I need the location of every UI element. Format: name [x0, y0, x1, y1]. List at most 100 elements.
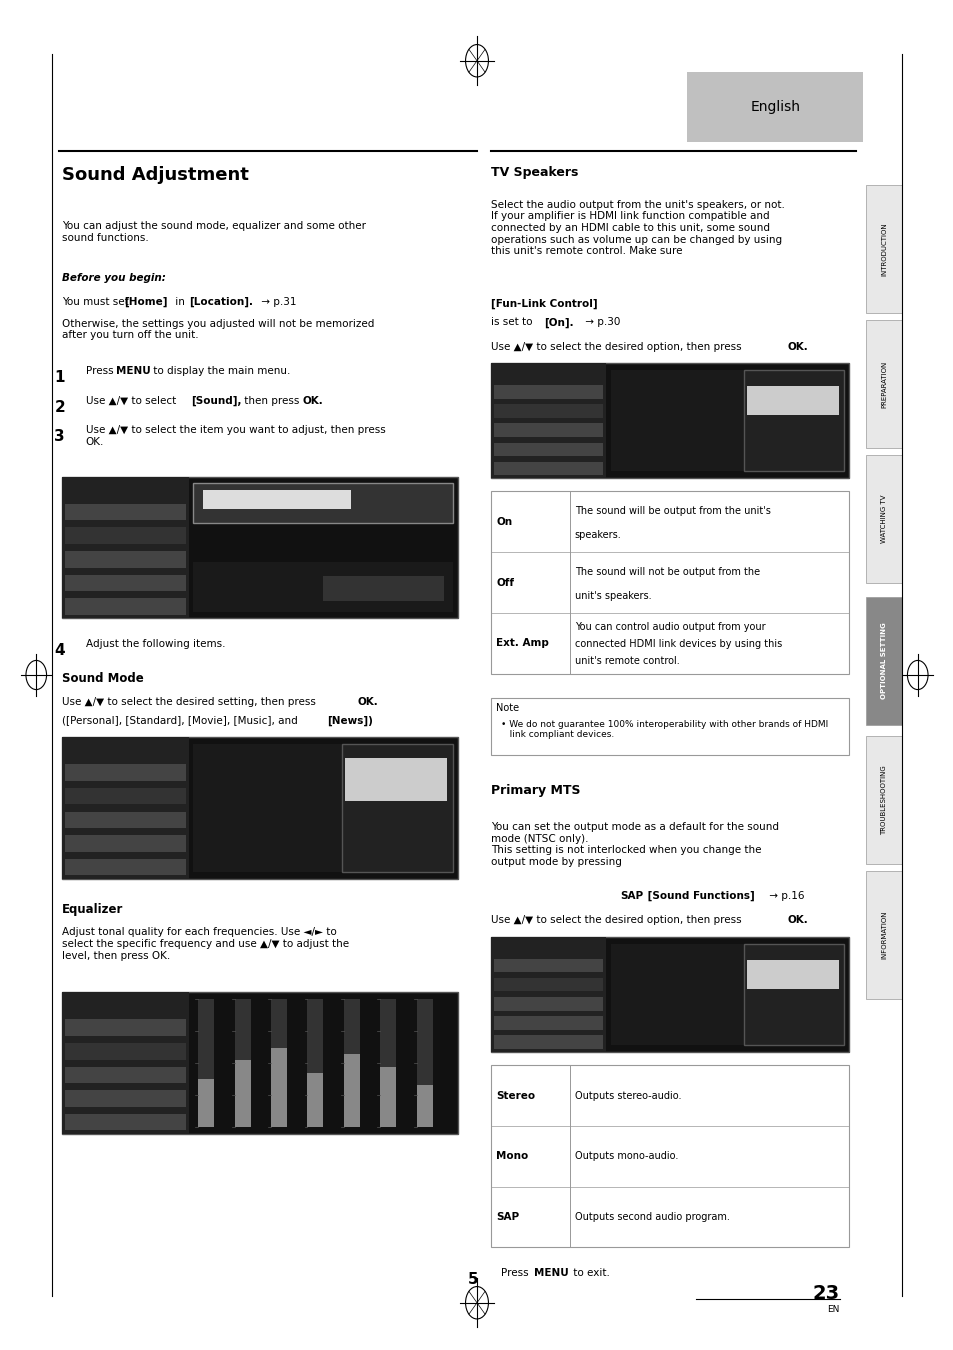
- Text: 23: 23: [812, 1284, 839, 1303]
- FancyBboxPatch shape: [343, 999, 359, 1127]
- FancyBboxPatch shape: [65, 1091, 186, 1107]
- Text: OK.: OK.: [357, 697, 378, 706]
- Text: You can set the output mode as a default for the sound
mode (NTSC only).
This se: You can set the output mode as a default…: [491, 822, 779, 867]
- FancyBboxPatch shape: [416, 1085, 433, 1127]
- Text: The sound will be output from the unit's: The sound will be output from the unit's: [574, 506, 770, 516]
- Text: You can control audio output from your: You can control audio output from your: [574, 622, 764, 632]
- FancyBboxPatch shape: [234, 999, 251, 1127]
- Bar: [491, 698, 848, 755]
- FancyBboxPatch shape: [62, 992, 457, 1134]
- Bar: [491, 491, 848, 674]
- FancyBboxPatch shape: [62, 737, 189, 879]
- FancyBboxPatch shape: [271, 999, 287, 1127]
- Text: INTRODUCTION: INTRODUCTION: [880, 223, 886, 275]
- FancyBboxPatch shape: [65, 1066, 186, 1083]
- Bar: [865, 455, 902, 583]
- Text: OK.: OK.: [786, 342, 807, 351]
- Text: Note: Note: [496, 703, 518, 713]
- Text: to display the main menu.: to display the main menu.: [150, 366, 290, 375]
- FancyBboxPatch shape: [343, 1054, 359, 1127]
- FancyBboxPatch shape: [494, 1035, 602, 1049]
- FancyBboxPatch shape: [323, 576, 444, 601]
- Text: Outputs second audio program.: Outputs second audio program.: [574, 1212, 729, 1222]
- Text: SAP: SAP: [496, 1212, 518, 1222]
- FancyBboxPatch shape: [494, 404, 602, 417]
- Text: EN: EN: [826, 1305, 839, 1314]
- Text: 2: 2: [54, 400, 65, 414]
- FancyBboxPatch shape: [65, 836, 186, 852]
- Text: Off: Off: [496, 578, 514, 587]
- Text: Stereo: Stereo: [496, 1091, 535, 1100]
- Text: to exit.: to exit.: [569, 1268, 609, 1277]
- FancyBboxPatch shape: [62, 737, 457, 879]
- FancyBboxPatch shape: [491, 937, 605, 1052]
- FancyBboxPatch shape: [62, 992, 189, 1134]
- FancyBboxPatch shape: [494, 385, 602, 398]
- FancyBboxPatch shape: [65, 764, 186, 780]
- Text: WATCHING TV: WATCHING TV: [880, 495, 886, 543]
- FancyBboxPatch shape: [307, 1073, 323, 1127]
- FancyBboxPatch shape: [494, 977, 602, 991]
- Text: INFORMATION: INFORMATION: [880, 911, 886, 958]
- FancyBboxPatch shape: [494, 1017, 602, 1030]
- Text: Outputs mono-audio.: Outputs mono-audio.: [574, 1152, 678, 1161]
- FancyBboxPatch shape: [65, 811, 186, 828]
- FancyBboxPatch shape: [416, 999, 433, 1127]
- FancyBboxPatch shape: [193, 744, 341, 872]
- Text: Press: Press: [500, 1268, 531, 1277]
- FancyBboxPatch shape: [65, 528, 186, 544]
- Text: unit's speakers.: unit's speakers.: [574, 591, 651, 601]
- FancyBboxPatch shape: [743, 370, 843, 471]
- FancyBboxPatch shape: [62, 477, 457, 618]
- Text: OK.: OK.: [786, 915, 807, 925]
- FancyBboxPatch shape: [65, 859, 186, 875]
- Text: MENU: MENU: [116, 366, 151, 375]
- Text: [On].: [On].: [543, 317, 573, 328]
- Text: [Fun-Link Control]: [Fun-Link Control]: [491, 298, 598, 309]
- Text: Press: Press: [86, 366, 116, 375]
- Text: Otherwise, the settings you adjusted will not be memorized
after you turn off th: Otherwise, the settings you adjusted wil…: [62, 319, 374, 340]
- Text: Adjust the following items.: Adjust the following items.: [86, 639, 225, 648]
- FancyBboxPatch shape: [234, 1061, 251, 1127]
- FancyBboxPatch shape: [494, 443, 602, 456]
- Text: MENU: MENU: [534, 1268, 568, 1277]
- Text: Mono: Mono: [496, 1152, 528, 1161]
- Text: You must set: You must set: [62, 297, 132, 306]
- Text: Sound Mode: Sound Mode: [62, 672, 144, 686]
- FancyBboxPatch shape: [494, 424, 602, 437]
- FancyBboxPatch shape: [743, 944, 843, 1045]
- Text: OK.: OK.: [302, 396, 323, 405]
- Text: ([Personal], [Standard], [Movie], [Music], and: ([Personal], [Standard], [Movie], [Music…: [62, 716, 301, 725]
- FancyBboxPatch shape: [65, 788, 186, 805]
- FancyBboxPatch shape: [65, 1019, 186, 1035]
- FancyBboxPatch shape: [193, 483, 453, 522]
- FancyBboxPatch shape: [65, 1114, 186, 1130]
- Text: in: in: [172, 297, 188, 306]
- Text: 4: 4: [54, 643, 65, 657]
- FancyBboxPatch shape: [380, 999, 395, 1127]
- FancyBboxPatch shape: [610, 370, 743, 471]
- Text: OPTIONAL SETTING: OPTIONAL SETTING: [880, 622, 886, 699]
- Text: is set to: is set to: [491, 317, 536, 327]
- FancyBboxPatch shape: [610, 944, 743, 1045]
- FancyBboxPatch shape: [65, 598, 186, 614]
- FancyBboxPatch shape: [342, 744, 452, 872]
- FancyBboxPatch shape: [65, 1044, 186, 1060]
- Text: speakers.: speakers.: [574, 531, 621, 540]
- Text: Ext. Amp: Ext. Amp: [496, 639, 548, 648]
- Text: → p.30: → p.30: [581, 317, 619, 327]
- Text: The sound will not be output from the: The sound will not be output from the: [574, 567, 760, 576]
- FancyBboxPatch shape: [746, 960, 839, 988]
- Text: [News]): [News]): [327, 716, 373, 726]
- Text: TROUBLESHOOTING: TROUBLESHOOTING: [880, 765, 886, 834]
- Text: → p.31: → p.31: [257, 297, 295, 306]
- Text: Sound Adjustment: Sound Adjustment: [62, 166, 249, 184]
- Text: Use ▲/▼ to select the desired option, then press: Use ▲/▼ to select the desired option, th…: [491, 342, 744, 351]
- FancyBboxPatch shape: [746, 386, 839, 414]
- FancyBboxPatch shape: [307, 999, 323, 1127]
- Text: Before you begin:: Before you begin:: [62, 273, 166, 282]
- FancyBboxPatch shape: [198, 999, 213, 1127]
- Text: SAP: SAP: [619, 891, 642, 900]
- FancyBboxPatch shape: [344, 759, 447, 801]
- Text: On: On: [496, 517, 512, 526]
